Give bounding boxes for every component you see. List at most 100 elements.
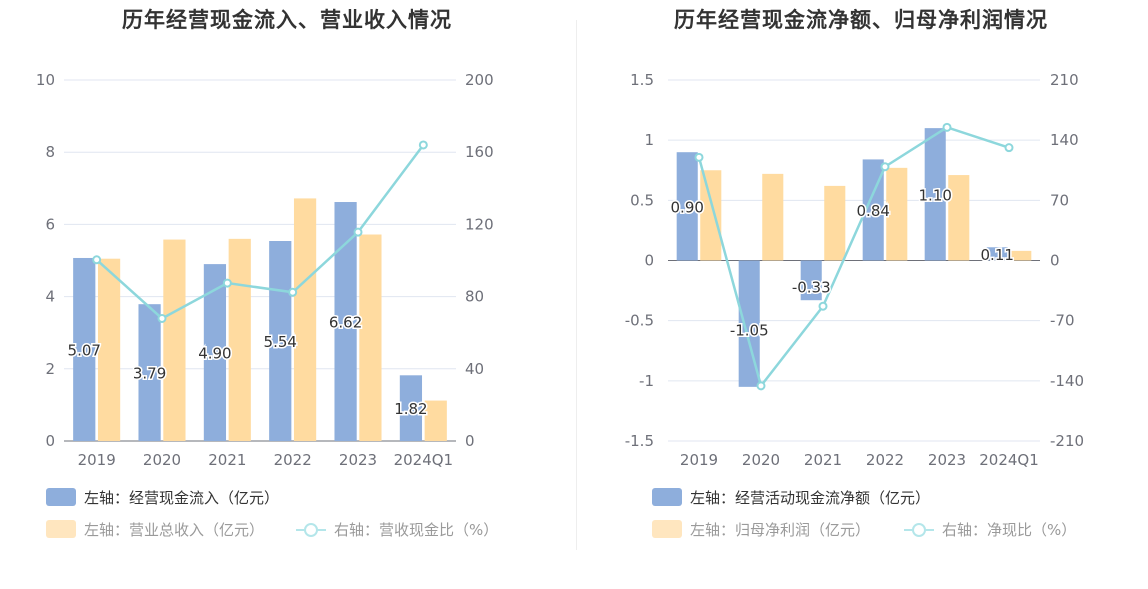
ratio-point (222, 278, 232, 288)
bar-data-label: 6.62 (329, 314, 362, 332)
legend-line-icon (296, 521, 326, 539)
left-axis-tick-label: -1 (639, 372, 654, 390)
chart-svg: 0 2 4 6 8 10 0 40 80 120 160 200 2019 2020 2021 2022 202… (36, 71, 494, 469)
right-axis-tick-label: -210 (1050, 432, 1084, 450)
bar-data-label: 0.11 (981, 246, 1014, 264)
right-axis-tick-label: 200 (465, 71, 494, 89)
bar-primary (334, 202, 357, 441)
left-axis-tick-label: -0.5 (625, 312, 654, 330)
ratio-point (818, 301, 828, 311)
right-axis-tick-label: 40 (465, 360, 484, 378)
bar-secondary (359, 234, 382, 441)
bar-secondary (948, 175, 970, 261)
right-axis-tick-label: -140 (1050, 372, 1084, 390)
bar-primary (800, 260, 822, 301)
right-axis-tick-label: 140 (1050, 131, 1079, 149)
bar-secondary (163, 239, 186, 441)
x-axis-tick-label: 2022 (274, 451, 312, 469)
bar-primary (738, 260, 760, 387)
bar-data-label: -1.05 (730, 322, 769, 340)
legend-item-net-profit[interactable]: 左轴：归母净利润（亿元） (652, 519, 870, 540)
bar-primary (399, 375, 423, 441)
bar-data-label: 0.90 (671, 198, 704, 216)
bar-data-label: 3.79 (133, 365, 166, 383)
bar-secondary (424, 400, 447, 441)
x-axis-tick-label: 2023 (339, 451, 377, 469)
legend-swatch (46, 520, 76, 538)
ratio-point (353, 227, 363, 237)
legend-label: 左轴：经营现金流入（亿元） (84, 489, 280, 507)
left-axis-tick-label: 4 (45, 288, 55, 306)
ratio-point (418, 140, 428, 150)
bar-data-label: 5.54 (264, 333, 297, 351)
x-axis-tick-label: 2024Q1 (979, 451, 1039, 469)
ratio-point (880, 162, 890, 172)
bar-primary (73, 257, 96, 441)
x-axis-tick-label: 2020 (143, 451, 181, 469)
bar-secondary (97, 258, 121, 441)
legend-item-inflow[interactable]: 左轴：经营现金流入（亿元） (46, 487, 279, 508)
ratio-line (95, 144, 425, 320)
bar-secondary (762, 173, 784, 261)
right-axis-tick-label: 210 (1050, 71, 1079, 89)
ratio-point (92, 255, 102, 265)
bar-primary (676, 152, 698, 261)
legend-item-net-cashflow[interactable]: 左轴：经营活动现金流净额（亿元） (652, 487, 930, 508)
legend-label: 右轴：营收现金比（%） (334, 521, 499, 539)
x-axis-tick-label: 2023 (928, 451, 966, 469)
ratio-point (694, 152, 704, 162)
legend-swatch (652, 520, 682, 538)
right-axis-tick-label: -70 (1050, 312, 1075, 330)
bar-secondary (824, 185, 846, 261)
ratio-point (756, 381, 766, 391)
left-chart-panel: 历年经营现金流入、营业收入情况 0 2 4 6 8 10 0 40 80 120 160 200 201… (36, 8, 498, 540)
chart-svg: -1.5 -1 -0.5 0 0.5 1 1.5 -210 -140 -70 0 70 140 210 20… (625, 71, 1084, 469)
bar-data-label: 4.90 (198, 345, 231, 363)
bar-primary (203, 264, 227, 441)
left-axis-tick-label: 0 (644, 252, 654, 270)
legend-label: 左轴：归母净利润（亿元） (690, 521, 871, 539)
x-axis-tick-label: 2019 (680, 451, 718, 469)
x-axis-tick-label: 2022 (866, 451, 904, 469)
right-axis-tick-label: 160 (465, 143, 494, 161)
bar-primary (862, 159, 884, 261)
bar-secondary (293, 198, 317, 441)
legend-label: 左轴：经营活动现金流净额（亿元） (690, 489, 931, 507)
legend-label: 左轴：营业总收入（亿元） (84, 521, 265, 539)
bar-data-label: 1.10 (919, 186, 952, 204)
ratio-point (1004, 143, 1014, 153)
bar-secondary (886, 167, 908, 261)
bar-data-label: 1.82 (394, 400, 427, 418)
ratio-point (288, 287, 298, 297)
legend-item-revenue[interactable]: 左轴：营业总收入（亿元） (46, 519, 264, 540)
bar-secondary (700, 170, 722, 261)
ratio-line (697, 125, 1010, 389)
legend-swatch (46, 488, 76, 506)
right-chart-panel: 历年经营现金流净额、归母净利润情况 -1.5 -1 -0.5 0 0.5 1 1.5 -210… (574, 0, 1148, 589)
x-axis-tick-label: 2024Q1 (394, 451, 454, 469)
bar-data-label: 0.84 (857, 202, 890, 220)
right-axis-tick-label: 70 (1050, 191, 1069, 209)
legend-swatch (652, 488, 682, 506)
right-axis-tick-label: 0 (465, 432, 475, 450)
bar-primary (924, 128, 946, 261)
right-axis-tick-label: 120 (465, 215, 494, 233)
legend-item-ratio[interactable]: 右轴：营收现金比（%） (296, 519, 498, 540)
x-axis-tick-label: 2020 (742, 451, 780, 469)
x-axis-tick-label: 2019 (78, 451, 116, 469)
bar-secondary (1010, 250, 1032, 261)
right-axis-tick-label: 80 (465, 288, 484, 306)
x-axis-tick-label: 2021 (804, 451, 842, 469)
left-axis-tick-label: -1.5 (625, 432, 654, 450)
panel-divider (576, 20, 577, 550)
legend-item-net-ratio[interactable]: 右轴：净现比（%） (904, 519, 1076, 540)
left-axis-tick-label: 1 (644, 131, 654, 149)
left-axis-tick-label: 6 (45, 215, 55, 233)
chart-title: 历年经营现金流入、营业收入情况 (122, 8, 452, 32)
left-axis-tick-label: 2 (45, 360, 55, 378)
bar-data-label: -0.33 (792, 278, 831, 296)
left-axis-tick-label: 1.5 (630, 71, 654, 89)
right-axis-tick-label: 0 (1050, 252, 1060, 270)
bar-primary (138, 304, 161, 441)
ratio-point (157, 313, 167, 323)
